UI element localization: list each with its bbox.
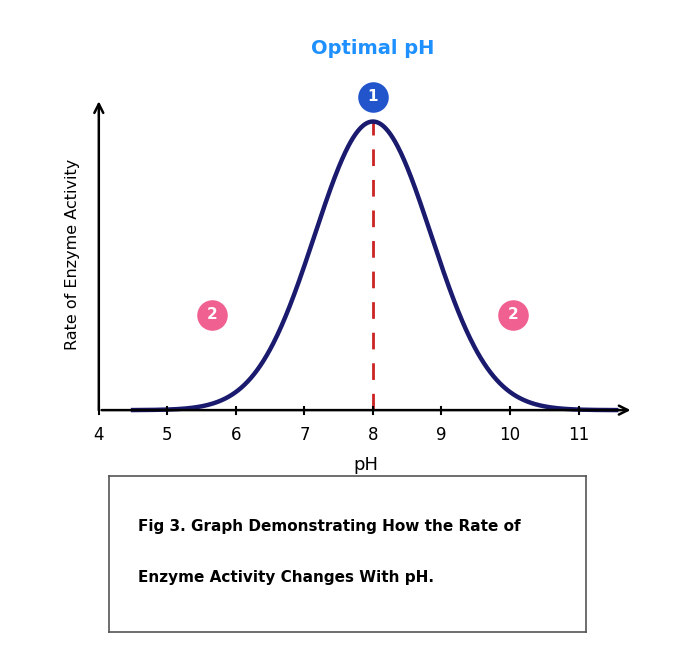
Text: pH: pH [353,456,379,474]
Text: 11: 11 [568,426,589,444]
Text: 2: 2 [206,307,217,322]
Text: 7: 7 [299,426,310,444]
Text: 1: 1 [368,89,378,104]
Text: 4: 4 [93,426,104,444]
Text: Optimal pH: Optimal pH [311,39,434,58]
Text: 10: 10 [499,426,520,444]
Text: 9: 9 [437,426,447,444]
Text: 2: 2 [508,307,519,322]
Text: 8: 8 [368,426,378,444]
Text: 5: 5 [162,426,172,444]
Y-axis label: Rate of Enzyme Activity: Rate of Enzyme Activity [65,158,80,350]
Text: Fig 3. Graph Demonstrating How the Rate of: Fig 3. Graph Demonstrating How the Rate … [138,518,520,533]
Text: Enzyme Activity Changes With pH.: Enzyme Activity Changes With pH. [138,570,434,585]
Text: 6: 6 [231,426,241,444]
